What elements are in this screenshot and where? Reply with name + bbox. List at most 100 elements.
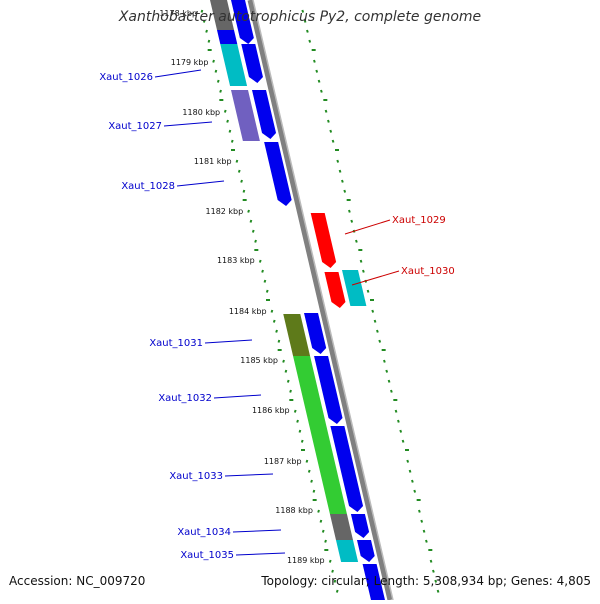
scale-tick-left xyxy=(333,579,337,583)
scale-tick-right xyxy=(362,269,365,273)
scale-tick-right xyxy=(429,559,433,563)
gene-label[interactable]: Xaut_1035 xyxy=(180,550,234,561)
scale-tick-left xyxy=(296,419,299,423)
scale-tick-left xyxy=(275,329,278,333)
cds-forward[interactable] xyxy=(251,90,277,139)
scale-label: 1178 kbp xyxy=(159,9,197,18)
scale-tick-left xyxy=(331,569,334,573)
scale-tick-left xyxy=(235,159,239,163)
scale-tick-right xyxy=(413,489,417,493)
cds-reverse[interactable] xyxy=(324,272,346,308)
cds-reverse[interactable] xyxy=(310,213,337,268)
scale-tick-left xyxy=(258,259,262,263)
gene-block-green[interactable] xyxy=(309,426,347,514)
scale-tick-right xyxy=(343,189,347,193)
gene-leader-line xyxy=(163,121,213,127)
gene-block-blue[interactable] xyxy=(216,30,238,44)
scale-tick-right xyxy=(348,209,351,213)
gene-block-dark[interactable] xyxy=(329,514,353,540)
gene-block-cyan[interactable] xyxy=(220,44,248,86)
scale-tick-right xyxy=(336,159,340,163)
scale-tick-left xyxy=(321,529,325,533)
cds-forward[interactable] xyxy=(264,142,292,206)
scale-tick-left xyxy=(237,169,241,173)
scale-tick-left xyxy=(289,389,292,393)
scale-tick-right xyxy=(422,529,426,533)
scale-label: 1179 kbp xyxy=(171,58,209,67)
scale-tick-left xyxy=(251,229,255,233)
scale-tick-left xyxy=(219,89,222,93)
scale-tick-right xyxy=(306,29,309,33)
scale-tick-right xyxy=(355,239,358,243)
scale-tick-right xyxy=(406,459,410,463)
scale-tick-left xyxy=(247,209,250,213)
scale-tick-right xyxy=(432,569,435,573)
scale-tick-right xyxy=(376,329,379,333)
scale-tick-right xyxy=(371,309,375,313)
scale-tick-right xyxy=(329,129,333,133)
gene-label[interactable]: Xaut_1033 xyxy=(169,471,223,482)
scale-tick-right xyxy=(317,79,321,83)
scale-tick-right xyxy=(331,139,335,143)
scale-label: 1185 kbp xyxy=(240,356,278,365)
gene-label[interactable]: Xaut_1034 xyxy=(177,527,231,538)
scale-tick-right xyxy=(425,539,428,543)
scale-tick-right xyxy=(394,409,398,413)
scale-tick-left xyxy=(286,379,290,383)
cds-forward[interactable] xyxy=(314,356,343,424)
scale-tick-left xyxy=(293,409,297,413)
map-title: Xanthobacter autotrophicus Py2, complete… xyxy=(118,9,482,25)
cds-forward[interactable] xyxy=(231,0,254,44)
scale-tick-right xyxy=(418,509,421,513)
scale-tick-left xyxy=(216,79,220,83)
scale-tick-left xyxy=(200,9,204,13)
cds-forward[interactable] xyxy=(304,313,327,354)
scale-label: 1186 kbp xyxy=(252,406,290,415)
gene-label[interactable]: Xaut_1032 xyxy=(158,393,212,404)
scale-tick-left xyxy=(261,269,264,273)
accession-text: Accession: NC_009720 xyxy=(9,574,146,588)
gene-leader-line xyxy=(351,270,400,286)
cds-forward[interactable] xyxy=(356,540,375,562)
scale-tick-left xyxy=(284,369,288,373)
gene-label[interactable]: Xaut_1031 xyxy=(149,338,203,349)
scale-tick-left xyxy=(335,589,339,593)
scale-tick-right xyxy=(385,369,389,373)
scale-tick-left xyxy=(249,219,253,223)
scale-tick-right xyxy=(436,589,440,593)
gene-block-olive[interactable] xyxy=(283,314,311,356)
cds-forward[interactable] xyxy=(362,564,385,600)
genome-backbone xyxy=(247,0,393,601)
gene-label[interactable]: Xaut_1028 xyxy=(121,181,175,192)
scale-label: 1181 kbp xyxy=(194,157,232,166)
scale-tick-left xyxy=(307,469,311,473)
gene-leader-line xyxy=(344,219,391,235)
cds-forward[interactable] xyxy=(350,514,370,538)
cds-forward[interactable] xyxy=(241,44,263,83)
gene-block-dark[interactable] xyxy=(210,0,234,30)
gene-block-cyan[interactable] xyxy=(341,270,367,306)
scale-tick-right xyxy=(373,319,377,323)
scale-label: 1180 kbp xyxy=(182,108,220,117)
scale-tick-left xyxy=(228,129,232,133)
gene-label[interactable]: Xaut_1026 xyxy=(99,72,153,83)
scale-tick-left xyxy=(272,319,276,323)
gene-label[interactable]: Xaut_1029 xyxy=(392,215,446,226)
scale-tick-right xyxy=(366,289,370,293)
gene-leader-line xyxy=(232,529,282,533)
gene-leader-line xyxy=(154,69,202,78)
scale-tick-left xyxy=(310,479,313,483)
gene-block-green[interactable] xyxy=(293,356,327,426)
scale-tick-left xyxy=(305,459,309,463)
gene-block-cyan[interactable] xyxy=(335,540,359,562)
scale-tick-right xyxy=(315,69,319,73)
scale-tick-right xyxy=(341,179,344,183)
scale-tick-right xyxy=(399,429,403,433)
scale-tick-left xyxy=(328,559,332,563)
gene-label[interactable]: Xaut_1030 xyxy=(401,266,455,277)
cds-forward[interactable] xyxy=(330,426,364,512)
gene-label[interactable]: Xaut_1027 xyxy=(108,121,162,132)
scale-label: 1184 kbp xyxy=(229,307,267,316)
scale-tick-left xyxy=(300,439,304,443)
gene-block-purple[interactable] xyxy=(230,90,260,141)
